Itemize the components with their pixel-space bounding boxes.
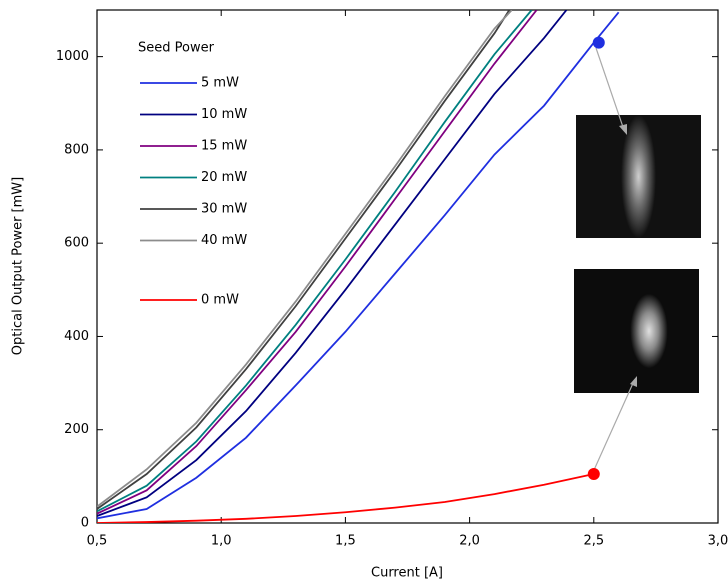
series-line [97,10,511,510]
legend-label: 20 mW [201,170,247,185]
highlight-point [587,468,600,481]
legend-label: 10 mW [201,107,247,122]
series-line [97,10,538,515]
x-tick-label: 1,0 [211,534,232,549]
highlight-point [592,36,605,49]
legend-label: 5 mW [201,76,239,91]
x-tick-label: 2,0 [459,534,480,549]
y-axis-label: Optical Output Power [mW] [11,177,26,355]
series-line [97,11,620,520]
plot-frame [96,9,719,524]
series-line [97,10,533,513]
y-tick-label: 800 [64,142,89,157]
x-tick-label: 3,0 [708,534,728,549]
x-tick-label: 2,5 [583,534,604,549]
arrow [593,380,635,471]
series-line [97,10,568,517]
x-axis-label: Current [A] [371,566,443,581]
legend-label: 15 mW [201,139,247,154]
legend-title: Seed Power [138,41,215,56]
legend-label: 0 mW [201,293,239,308]
x-tick-label: 1,5 [335,534,356,549]
beam-image [576,115,701,238]
y-tick-label: 200 [64,422,89,437]
arrow [595,47,625,131]
series-line [97,10,513,508]
x-tick-label: 0,5 [87,534,108,549]
y-tick-label: 600 [64,236,89,251]
legend-label: 30 mW [201,202,247,217]
series-line [97,473,594,523]
arrow-head [619,124,627,135]
legend-label: 40 mW [201,233,247,248]
y-tick-label: 0 [81,516,89,531]
beam-image [574,269,699,393]
y-tick-label: 1000 [56,49,89,64]
arrow-head [630,376,637,387]
y-tick-label: 400 [64,329,89,344]
